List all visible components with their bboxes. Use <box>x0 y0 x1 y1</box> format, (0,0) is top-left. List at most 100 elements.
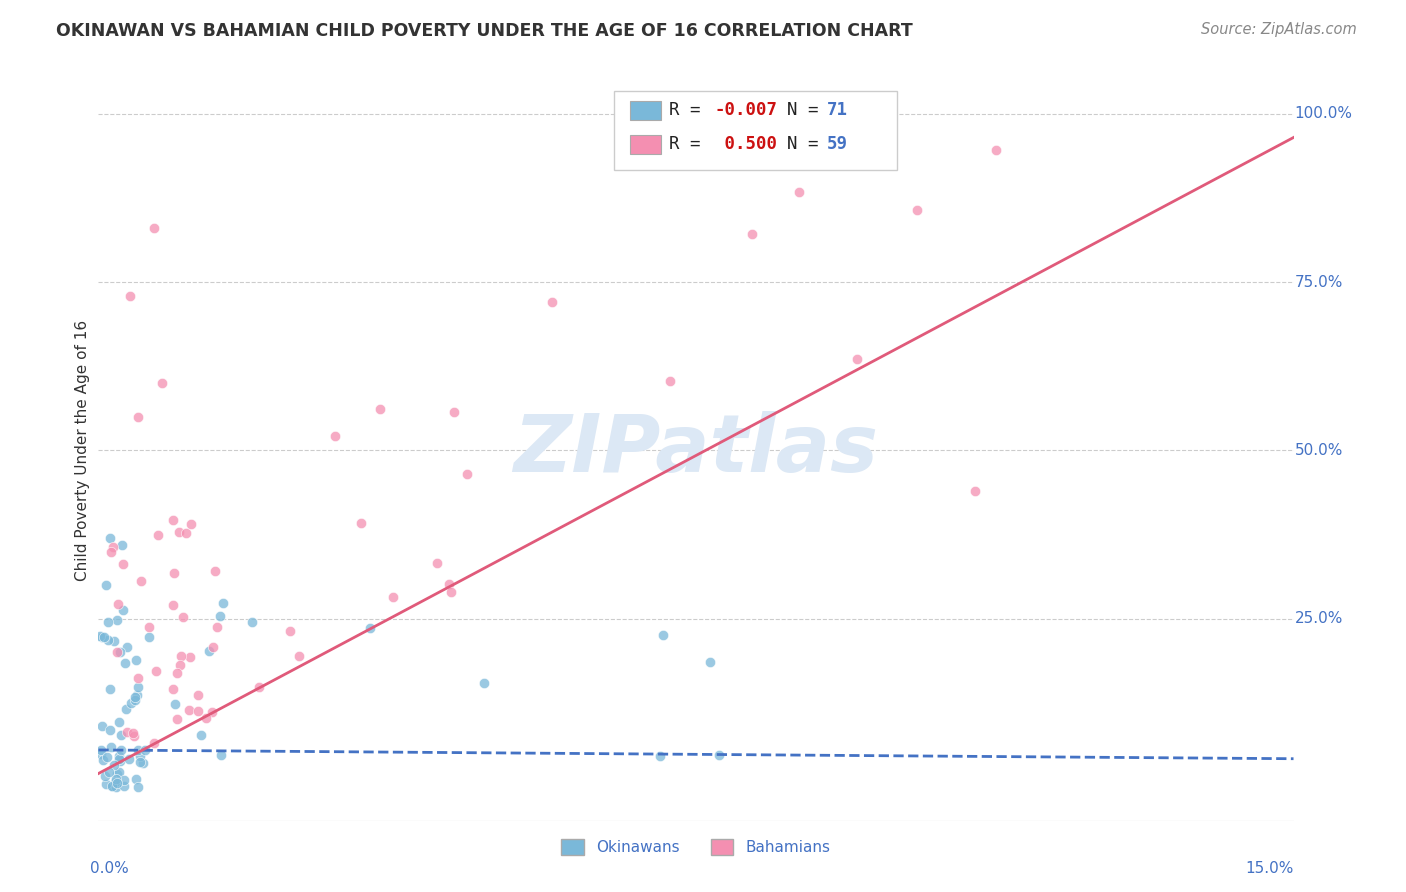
Point <box>201 640 224 654</box>
Point <box>162 598 184 612</box>
Point <box>163 566 186 580</box>
Point <box>138 620 160 634</box>
Point <box>179 703 201 717</box>
Point <box>103 634 125 648</box>
Point <box>107 748 129 763</box>
Point <box>117 725 139 739</box>
Point <box>287 648 309 663</box>
Text: 59: 59 <box>827 135 848 153</box>
Point <box>104 772 127 787</box>
Point <box>278 624 301 639</box>
Point <box>120 696 142 710</box>
Point <box>142 735 165 749</box>
Text: N =: N = <box>787 101 818 119</box>
Point <box>112 779 135 793</box>
Point <box>90 747 112 762</box>
Point <box>94 769 117 783</box>
Point <box>101 779 124 793</box>
Point <box>97 615 120 629</box>
Point <box>648 748 671 763</box>
Text: R =: R = <box>669 101 700 119</box>
Point <box>963 483 986 498</box>
Point <box>426 556 449 570</box>
Point <box>101 779 124 793</box>
Point <box>98 723 121 738</box>
Text: 25.0%: 25.0% <box>1295 611 1343 626</box>
Point <box>107 597 129 611</box>
Point <box>166 666 188 681</box>
Point <box>437 576 460 591</box>
Point <box>382 590 405 604</box>
Point <box>120 288 142 302</box>
Point <box>150 376 173 391</box>
Point <box>350 516 373 530</box>
Text: ZIPatlas: ZIPatlas <box>513 411 879 490</box>
Point <box>124 693 146 707</box>
Point <box>212 596 235 610</box>
Point <box>103 540 125 554</box>
Point <box>103 758 125 772</box>
Point <box>105 613 128 627</box>
Point <box>98 531 122 545</box>
Point <box>162 513 184 527</box>
Point <box>91 753 114 767</box>
Text: 0.500: 0.500 <box>714 135 778 153</box>
Point <box>127 780 149 794</box>
Point <box>96 578 118 592</box>
Point <box>205 619 228 633</box>
Point <box>110 742 132 756</box>
Point <box>170 649 193 664</box>
Point <box>172 610 194 624</box>
Point <box>368 402 391 417</box>
Point <box>167 525 190 540</box>
Point <box>127 409 149 424</box>
Point <box>90 743 112 757</box>
Point <box>96 750 118 764</box>
Point <box>204 564 226 578</box>
Point <box>145 664 167 678</box>
Point <box>96 633 118 648</box>
Point <box>105 780 128 794</box>
Point <box>195 710 218 724</box>
Point <box>707 748 730 763</box>
Point <box>789 185 811 199</box>
Point <box>129 574 152 588</box>
Point <box>96 777 118 791</box>
Text: 0.0%: 0.0% <box>90 861 129 876</box>
Point <box>905 203 928 218</box>
Point <box>174 525 197 540</box>
Point <box>97 764 120 779</box>
Point <box>198 644 221 658</box>
Point <box>107 715 129 730</box>
Point <box>108 645 131 659</box>
Point <box>186 704 208 718</box>
Point <box>129 748 152 763</box>
Point <box>127 671 149 685</box>
Point <box>108 752 131 766</box>
Point <box>114 656 136 670</box>
Point <box>127 689 149 703</box>
Text: -0.007: -0.007 <box>714 101 778 119</box>
Text: 15.0%: 15.0% <box>1246 861 1294 876</box>
Point <box>208 608 231 623</box>
Point <box>105 645 128 659</box>
Text: 75.0%: 75.0% <box>1295 275 1343 290</box>
Point <box>325 429 347 443</box>
Point <box>541 295 564 310</box>
Point <box>134 743 156 757</box>
Point <box>111 558 134 572</box>
Text: N =: N = <box>787 135 818 153</box>
Point <box>117 640 139 655</box>
Point <box>91 719 114 733</box>
Point <box>846 352 869 367</box>
Point <box>127 743 149 757</box>
Text: 50.0%: 50.0% <box>1295 443 1343 458</box>
Point <box>108 765 131 780</box>
Text: 100.0%: 100.0% <box>1295 106 1353 121</box>
Point <box>89 629 111 643</box>
Point <box>117 752 139 766</box>
Point <box>111 538 134 552</box>
Point <box>162 681 184 696</box>
Point <box>169 658 191 673</box>
Point <box>984 144 1007 158</box>
